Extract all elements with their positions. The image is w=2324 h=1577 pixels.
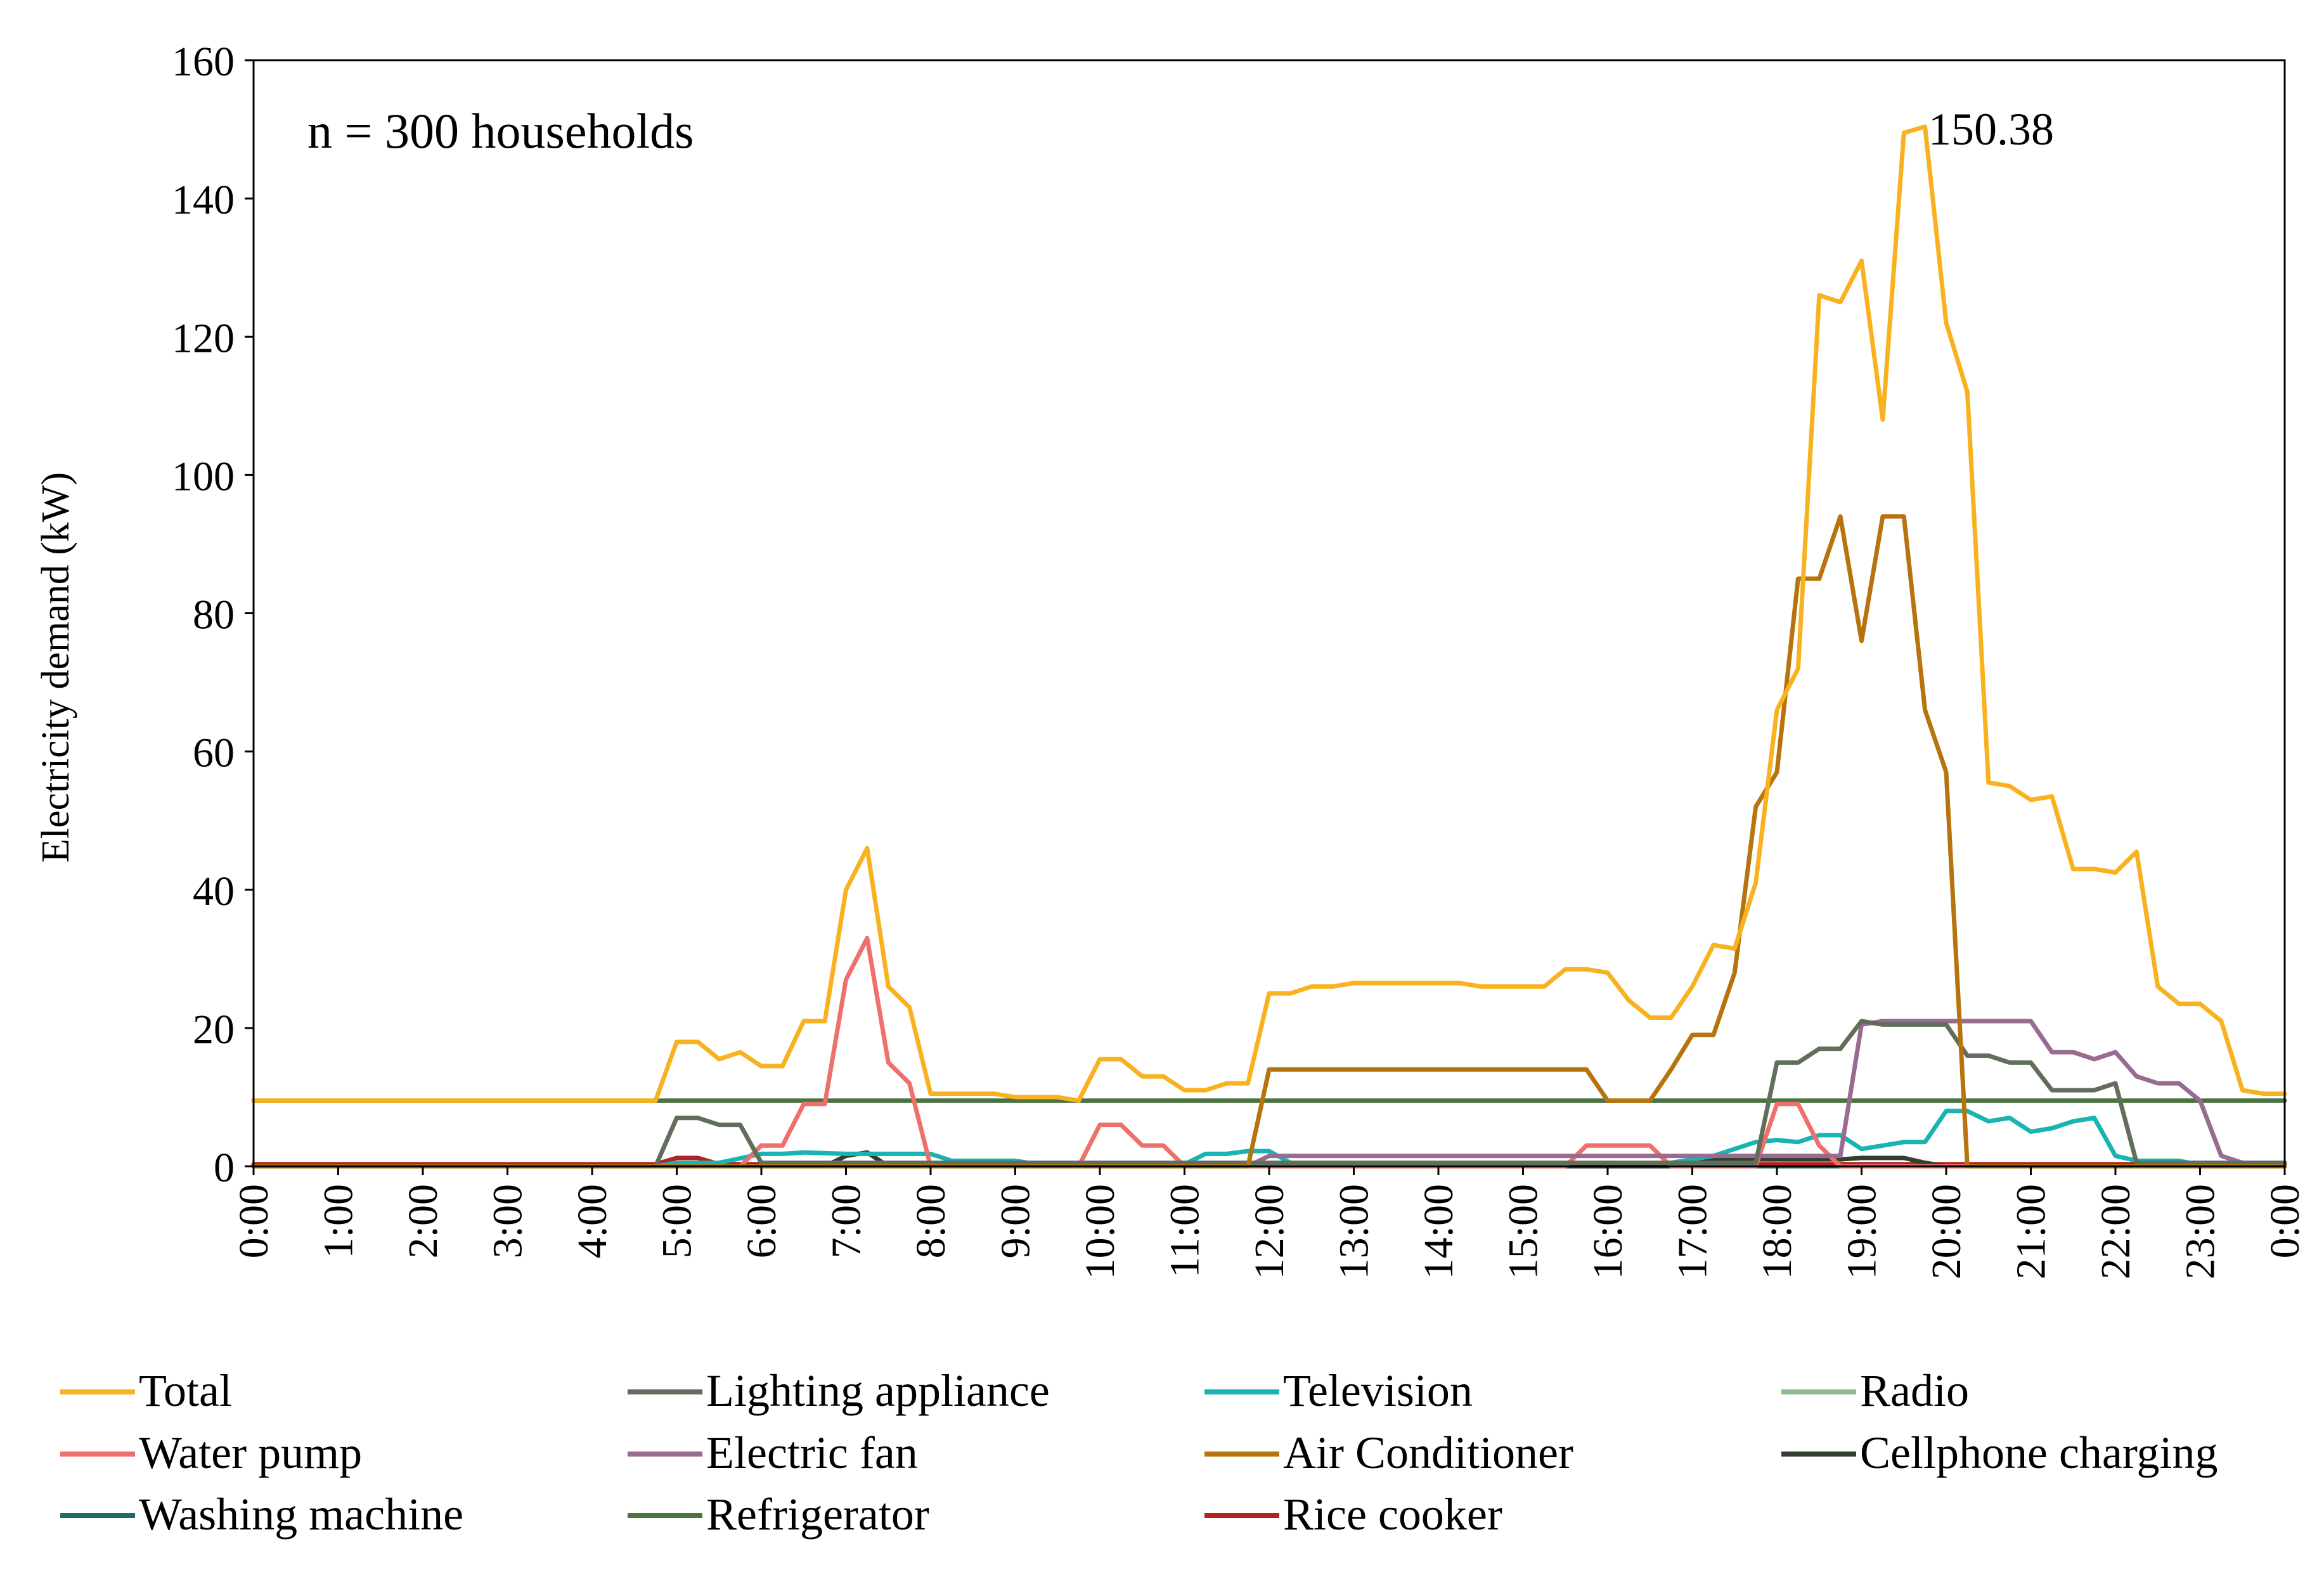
x-tick-label: 20:00 <box>1923 1184 1970 1279</box>
x-tick-label: 17:00 <box>1670 1184 1716 1279</box>
x-axis: 0:00 1:00 2:00 3:00 4:00 5:00 6:00 7:00 8:00 9:00… <box>231 1166 2308 1279</box>
x-tick-label: 21:00 <box>2008 1184 2055 1279</box>
legend-label: Rice cooker <box>1283 1489 1502 1540</box>
legend-item: Radio <box>1781 1365 1969 1416</box>
legend-label: Water pump <box>139 1427 362 1478</box>
x-tick-label: 18:00 <box>1754 1184 1800 1279</box>
x-tick-label: 22:00 <box>2093 1184 2139 1279</box>
legend-item: Television <box>1204 1365 1473 1416</box>
x-tick-label: 4:00 <box>569 1184 616 1258</box>
legend-label: Refrigerator <box>706 1489 929 1540</box>
x-tick-label: 3:00 <box>485 1184 531 1258</box>
legend-item: Lighting appliance <box>628 1365 1050 1416</box>
x-tick-label: 0:00 <box>2262 1184 2308 1258</box>
legend-label: Radio <box>1860 1365 1969 1416</box>
legend-item: Electric fan <box>628 1427 918 1478</box>
x-tick-label: 7:00 <box>823 1184 870 1258</box>
legend-label: Electric fan <box>706 1427 918 1478</box>
y-tick-label: 60 <box>193 730 235 776</box>
series-line-lighting-appliance <box>251 1019 2287 1169</box>
legend-item: Rice cooker <box>1204 1489 1502 1540</box>
y-tick-label: 0 <box>214 1145 235 1191</box>
y-tick-label: 20 <box>193 1007 235 1053</box>
legend-label: Total <box>139 1365 232 1416</box>
legend-item: Refrigerator <box>628 1489 929 1540</box>
x-tick-label: 12:00 <box>1246 1184 1293 1279</box>
y-tick-label: 160 <box>172 39 235 85</box>
x-tick-label: 16:00 <box>1585 1184 1631 1279</box>
x-tick-label: 8:00 <box>908 1184 954 1258</box>
y-tick-label: 80 <box>193 592 235 638</box>
x-tick-label: 0:00 <box>231 1184 277 1258</box>
x-tick-label: 11:00 <box>1162 1184 1208 1278</box>
x-tick-label: 14:00 <box>1416 1184 1462 1279</box>
legend: Total Lighting appliance Television Radio Wa… <box>60 1365 2218 1540</box>
legend-item: Air Conditioner <box>1204 1427 1573 1478</box>
x-tick-label: 15:00 <box>1501 1184 1547 1279</box>
x-tick-label: 10:00 <box>1077 1184 1123 1279</box>
y-tick-label: 40 <box>193 868 235 915</box>
series-line-water-pump <box>251 936 2287 1169</box>
x-tick-label: 6:00 <box>739 1184 785 1258</box>
x-tick-label: 9:00 <box>993 1184 1039 1258</box>
x-tick-label: 2:00 <box>400 1184 446 1258</box>
legend-label: Air Conditioner <box>1283 1427 1573 1478</box>
y-tick-label: 140 <box>172 177 235 223</box>
x-tick-label: 13:00 <box>1331 1184 1378 1279</box>
x-tick-label: 19:00 <box>1839 1184 1885 1279</box>
legend-label: Washing machine <box>139 1489 463 1540</box>
legend-label: Lighting appliance <box>706 1365 1050 1416</box>
legend-label: Television <box>1283 1365 1473 1416</box>
x-tick-label: 23:00 <box>2178 1184 2224 1279</box>
sample-size-annotation: n = 300 households <box>307 103 694 158</box>
y-tick-label: 100 <box>172 453 235 499</box>
peak-value-label: 150.38 <box>1928 104 2054 155</box>
series-line-television <box>251 1109 2287 1169</box>
legend-item: Total <box>60 1365 232 1416</box>
legend-item: Washing machine <box>60 1489 463 1540</box>
x-tick-label: 5:00 <box>654 1184 700 1258</box>
y-axis: 0 20 40 60 80 100 120 140 160 <box>172 39 254 1191</box>
series-line-electric-fan <box>251 1019 2287 1169</box>
y-axis-title: Electricity demand (kW) <box>34 472 77 863</box>
series-lines <box>251 124 2287 1169</box>
x-tick-label: 1:00 <box>316 1184 362 1258</box>
y-tick-label: 120 <box>172 315 235 361</box>
legend-label: Cellphone charging <box>1860 1427 2218 1478</box>
legend-item: Water pump <box>60 1427 362 1478</box>
series-line-total <box>251 124 2287 1103</box>
legend-item: Cellphone charging <box>1781 1427 2218 1478</box>
